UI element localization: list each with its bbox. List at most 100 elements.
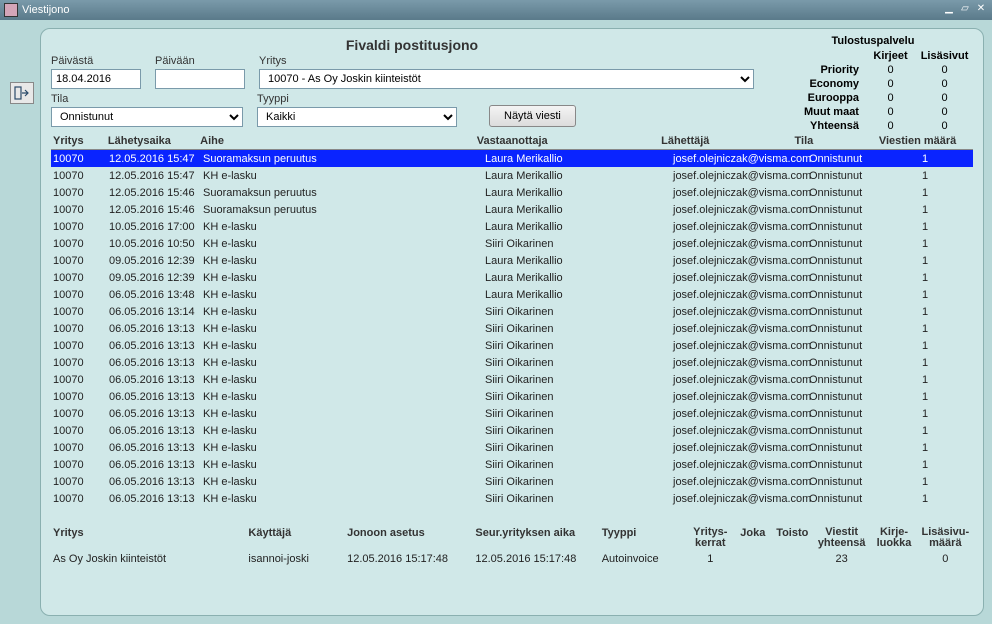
table-row[interactable]: 1007006.05.2016 13:13KH e-laskuSiiri Oik…	[51, 456, 973, 473]
ps-row-label: Yhteensä	[773, 119, 865, 133]
hdr-lahettaja[interactable]: Lähettäjä	[661, 135, 794, 147]
table-row[interactable]: 1007010.05.2016 17:00KH e-laskuLaura Mer…	[51, 218, 973, 235]
cell-count: 1	[895, 289, 955, 301]
ps-row-kirjeet: 0	[865, 105, 916, 119]
ps-row-lisasivut: 0	[916, 105, 973, 119]
cell-vastaanottaja: Siiri Oikarinen	[485, 425, 673, 437]
table-row[interactable]: 1007012.05.2016 15:47Suoramaksun peruutu…	[51, 150, 973, 167]
grid-header: Yritys Lähetysaika Aihe Vastaanottaja Lä…	[51, 133, 973, 150]
maximize-icon[interactable]: ▱	[958, 3, 972, 17]
table-row[interactable]: 1007006.05.2016 13:13KH e-laskuSiiri Oik…	[51, 371, 973, 388]
table-row[interactable]: 1007012.05.2016 15:46Suoramaksun peruutu…	[51, 184, 973, 201]
table-row[interactable]: 1007010.05.2016 10:50KH e-laskuSiiri Oik…	[51, 235, 973, 252]
cell-lahettaja: josef.olejniczak@visma.com	[673, 323, 809, 335]
sr-viestit-yht: 23	[813, 552, 870, 566]
hdr-yritys[interactable]: Yritys	[51, 135, 108, 147]
cell-count: 1	[895, 204, 955, 216]
cell-tila: Onnistunut	[809, 493, 895, 505]
table-row[interactable]: 1007006.05.2016 13:13KH e-laskuSiiri Oik…	[51, 490, 973, 507]
cell-tila: Onnistunut	[809, 255, 895, 267]
cell-yritys: 10070	[51, 221, 109, 233]
sr-yritys: As Oy Joskin kiinteistöt	[51, 552, 246, 566]
cell-lahetysaika: 06.05.2016 13:13	[109, 476, 203, 488]
sh-lisasivu-maara: Lisäsivu-määrä	[918, 526, 973, 550]
cell-aihe: KH e-lasku	[203, 493, 485, 505]
cell-yritys: 10070	[51, 187, 109, 199]
nayta-viesti-button[interactable]: Näytä viesti	[489, 105, 576, 127]
hdr-aihe[interactable]: Aihe	[200, 135, 477, 147]
table-row[interactable]: 1007006.05.2016 13:13KH e-laskuSiiri Oik…	[51, 439, 973, 456]
paivaan-input[interactable]	[155, 69, 245, 89]
cell-yritys: 10070	[51, 272, 109, 284]
cell-count: 1	[895, 476, 955, 488]
paivasta-input[interactable]	[51, 69, 141, 89]
cell-lahetysaika: 06.05.2016 13:13	[109, 459, 203, 471]
table-row[interactable]: 1007006.05.2016 13:13KH e-laskuSiiri Oik…	[51, 320, 973, 337]
table-row[interactable]: 1007012.05.2016 15:46Suoramaksun peruutu…	[51, 201, 973, 218]
cell-yritys: 10070	[51, 425, 109, 437]
cell-yritys: 10070	[51, 238, 109, 250]
cell-vastaanottaja: Siiri Oikarinen	[485, 442, 673, 454]
table-row[interactable]: 1007009.05.2016 12:39KH e-laskuLaura Mer…	[51, 252, 973, 269]
tyyppi-select[interactable]: Kaikki	[257, 107, 457, 127]
sr-tyyppi: Autoinvoice	[600, 552, 687, 566]
table-row[interactable]: 1007006.05.2016 13:13KH e-laskuSiiri Oik…	[51, 422, 973, 439]
cell-lahettaja: josef.olejniczak@visma.com	[673, 459, 809, 471]
cell-vastaanottaja: Siiri Oikarinen	[485, 306, 673, 318]
cell-lahetysaika: 06.05.2016 13:13	[109, 357, 203, 369]
cell-tila: Onnistunut	[809, 357, 895, 369]
sh-tyyppi: Tyyppi	[600, 526, 687, 550]
cell-vastaanottaja: Siiri Oikarinen	[485, 374, 673, 386]
cell-lahettaja: josef.olejniczak@visma.com	[673, 374, 809, 386]
ps-row-label: Economy	[773, 77, 865, 91]
cell-tila: Onnistunut	[809, 442, 895, 454]
hdr-tila[interactable]: Tila	[795, 135, 879, 147]
table-row[interactable]: 1007006.05.2016 13:14KH e-laskuSiiri Oik…	[51, 303, 973, 320]
sh-viestit-yht: Viestityhteensä	[813, 526, 870, 550]
grid-body[interactable]: 1007012.05.2016 15:47Suoramaksun peruutu…	[51, 150, 973, 520]
cell-vastaanottaja: Laura Merikallio	[485, 272, 673, 284]
table-row[interactable]: 1007006.05.2016 13:13KH e-laskuSiiri Oik…	[51, 473, 973, 490]
window-titlebar: Viestijono ▁ ▱ ✕	[0, 0, 992, 20]
table-row[interactable]: 1007006.05.2016 13:13KH e-laskuSiiri Oik…	[51, 405, 973, 422]
cell-tila: Onnistunut	[809, 323, 895, 335]
hdr-vastaanottaja[interactable]: Vastaanottaja	[477, 135, 661, 147]
cell-lahetysaika: 06.05.2016 13:13	[109, 323, 203, 335]
cell-yritys: 10070	[51, 306, 109, 318]
close-icon[interactable]: ✕	[974, 3, 988, 17]
table-row[interactable]: 1007009.05.2016 12:39KH e-laskuLaura Mer…	[51, 269, 973, 286]
cell-tila: Onnistunut	[809, 221, 895, 233]
table-row[interactable]: 1007012.05.2016 15:47KH e-laskuLaura Mer…	[51, 167, 973, 184]
cell-yritys: 10070	[51, 493, 109, 505]
cell-count: 1	[895, 493, 955, 505]
yritys-select[interactable]: 10070 - As Oy Joskin kiinteistöt	[259, 69, 754, 89]
hdr-lahetysaika[interactable]: Lähetysaika	[108, 135, 200, 147]
table-row[interactable]: 1007006.05.2016 13:48KH e-laskuLaura Mer…	[51, 286, 973, 303]
cell-yritys: 10070	[51, 476, 109, 488]
cell-lahetysaika: 06.05.2016 13:13	[109, 425, 203, 437]
cell-lahetysaika: 06.05.2016 13:14	[109, 306, 203, 318]
minimize-icon[interactable]: ▁	[942, 3, 956, 17]
table-row[interactable]: 1007006.05.2016 13:13KH e-laskuSiiri Oik…	[51, 354, 973, 371]
exit-door-icon	[14, 86, 30, 100]
cell-yritys: 10070	[51, 153, 109, 165]
cell-lahetysaika: 10.05.2016 10:50	[109, 238, 203, 250]
window-title: Viestijono	[22, 4, 940, 16]
sh-joka: Joka	[734, 526, 772, 550]
hdr-viestien-maara[interactable]: Viestien määrä	[879, 135, 973, 147]
table-row[interactable]: 1007006.05.2016 13:13KH e-laskuSiiri Oik…	[51, 337, 973, 354]
summary-row[interactable]: As Oy Joskin kiinteistöt isannoi-joski 1…	[51, 552, 973, 566]
cell-lahettaja: josef.olejniczak@visma.com	[673, 340, 809, 352]
exit-button[interactable]	[10, 82, 34, 104]
cell-count: 1	[895, 408, 955, 420]
ps-row-kirjeet: 0	[865, 119, 916, 133]
table-row[interactable]: 1007006.05.2016 13:13KH e-laskuSiiri Oik…	[51, 388, 973, 405]
cell-count: 1	[895, 442, 955, 454]
message-grid: Yritys Lähetysaika Aihe Vastaanottaja Lä…	[51, 133, 973, 520]
cell-vastaanottaja: Laura Merikallio	[485, 255, 673, 267]
sr-jonoon: 12.05.2016 15:17:48	[345, 552, 473, 566]
cell-aihe: KH e-lasku	[203, 323, 485, 335]
tila-select[interactable]: Onnistunut	[51, 107, 243, 127]
cell-count: 1	[895, 425, 955, 437]
cell-count: 1	[895, 306, 955, 318]
